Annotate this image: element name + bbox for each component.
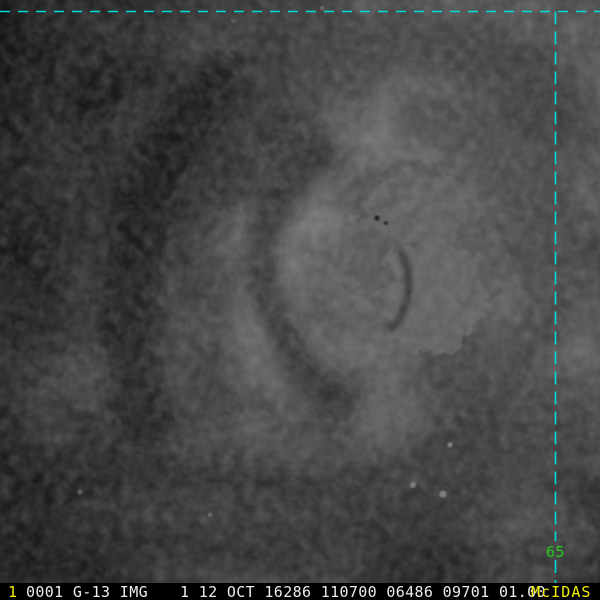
image-datetime: 1 12 OCT 16286 110700 06486 09701 01.00	[180, 583, 546, 600]
annotation-bar-background	[0, 583, 600, 600]
image-descriptor: 0001 G-13 IMG	[26, 583, 148, 600]
map-grid-overlay: 65	[0, 10, 600, 583]
mcidas-brand: McIDAS	[531, 583, 592, 600]
longitude-label: 65	[546, 543, 565, 561]
annotation-bar: 1 0001 G-13 IMG 1 12 OCT 16286 110700 06…	[0, 583, 600, 600]
frame-number: 1	[8, 583, 17, 600]
